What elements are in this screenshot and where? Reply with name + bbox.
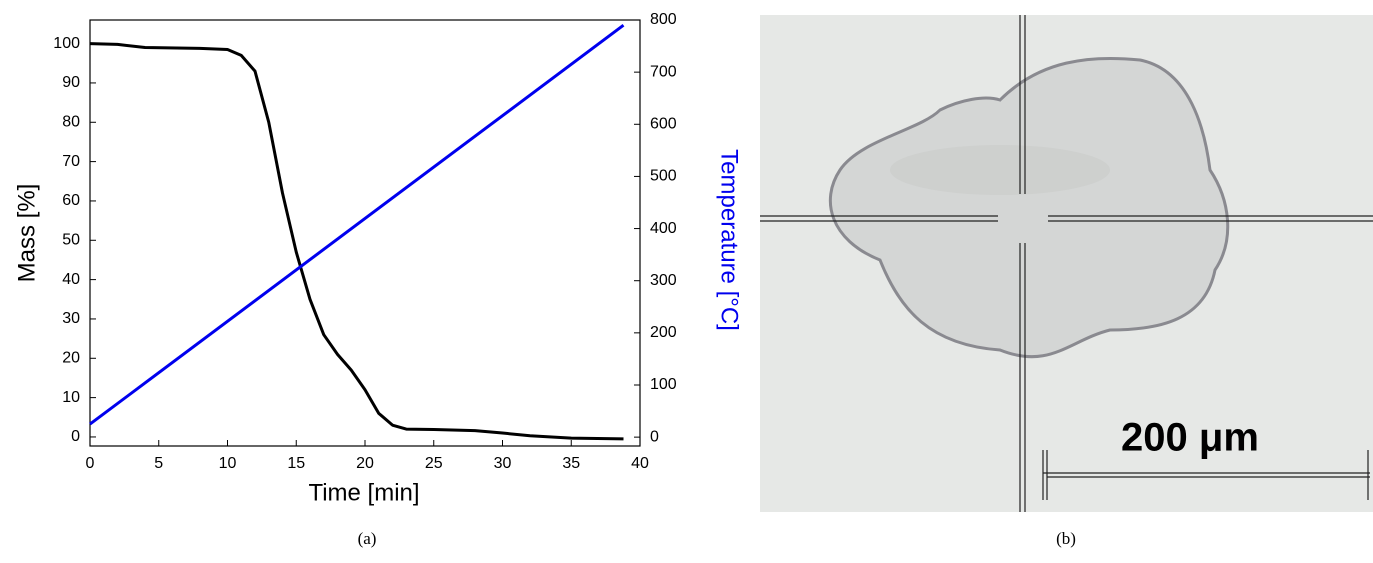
x-axis-label: Time [min] [308,479,419,506]
y2-tick-label: 600 [650,116,677,133]
x-tick-label: 15 [287,455,305,472]
y-tick-label: 60 [62,192,80,209]
x-tick-label: 30 [494,455,512,472]
y-axis-label: Mass [%] [13,184,40,283]
scale-label: 200 μm [1121,416,1259,460]
x-tick-label: 35 [562,455,580,472]
x-tick-label: 25 [425,455,443,472]
y2-tick-label: 800 [650,11,677,28]
y2-tick-label: 0 [650,428,659,445]
y2-tick-label: 200 [650,324,677,341]
particle [828,56,1230,359]
x-tick-label: 0 [86,455,95,472]
y2-tick-label: 500 [650,168,677,185]
y-tick-label: 40 [62,271,80,288]
y-tick-label: 20 [62,350,80,367]
y-tick-label: 30 [62,310,80,327]
x-tick-label: 10 [219,455,237,472]
micrograph: 200 μm [760,15,1373,512]
y-tick-label: 70 [62,153,80,170]
y-tick-label: 10 [62,389,80,406]
x-tick-label: 20 [356,455,374,472]
y2-tick-label: 400 [650,220,677,237]
y2-axis-label: Temperature [°C] [716,149,743,331]
crosshair [760,15,1373,512]
caption: (a) [358,529,377,548]
y-tick-label: 50 [62,231,80,248]
particle-shade [890,145,1110,195]
line [89,42,624,441]
y2-tick-label: 100 [650,376,677,393]
y-tick-label: 100 [53,35,80,52]
line [89,24,625,426]
y2-tick-label: 700 [650,63,677,80]
x-tick-label: 5 [154,455,163,472]
y-tick-label: 90 [62,74,80,91]
y-tick-label: 0 [71,428,80,445]
plot-frame [89,19,641,447]
x-tick-label: 40 [631,455,649,472]
y-tick-label: 80 [62,113,80,130]
caption: (b) [1056,529,1076,548]
y2-tick-label: 300 [650,272,677,289]
